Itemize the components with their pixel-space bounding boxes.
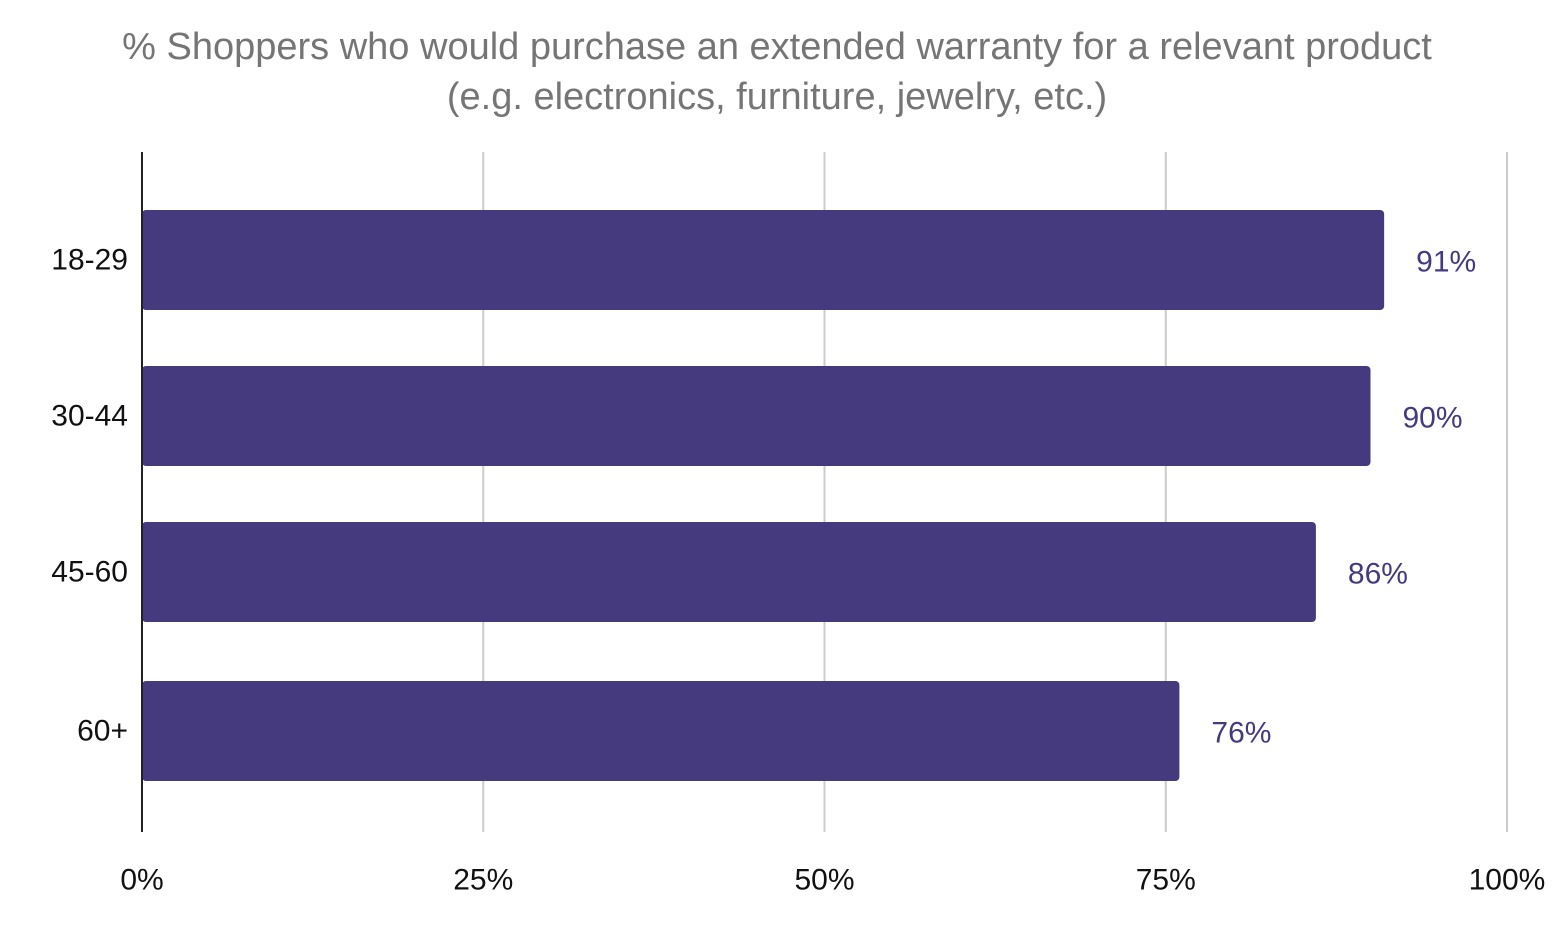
bar-45-60: [142, 522, 1316, 622]
x-tick-label-100: 100%: [1469, 864, 1546, 897]
x-tick-label-50: 50%: [794, 864, 854, 897]
chart-title-line-1: % Shoppers who would purchase an extende…: [122, 26, 1432, 68]
bar-60+: [142, 681, 1180, 781]
x-tick-label-0: 0%: [120, 864, 163, 897]
chart-title-line-2: (e.g. electronics, furniture, jewelry, e…: [446, 76, 1108, 118]
x-tick-label-75: 75%: [1136, 864, 1196, 897]
chart-title: % Shoppers who would purchase an extende…: [0, 22, 1554, 122]
data-label-18-29: 91%: [1416, 246, 1476, 279]
data-label-30-44: 90%: [1403, 402, 1463, 435]
data-label-60+: 76%: [1211, 717, 1271, 750]
category-label-18-29: 18-29: [51, 244, 128, 277]
category-label-60+: 60+: [77, 715, 128, 748]
data-label-45-60: 86%: [1348, 558, 1408, 591]
bar-18-29: [142, 210, 1385, 310]
category-label-45-60: 45-60: [51, 556, 128, 589]
category-label-30-44: 30-44: [51, 400, 128, 433]
bar-30-44: [142, 366, 1371, 466]
x-tick-label-25: 25%: [453, 864, 513, 897]
